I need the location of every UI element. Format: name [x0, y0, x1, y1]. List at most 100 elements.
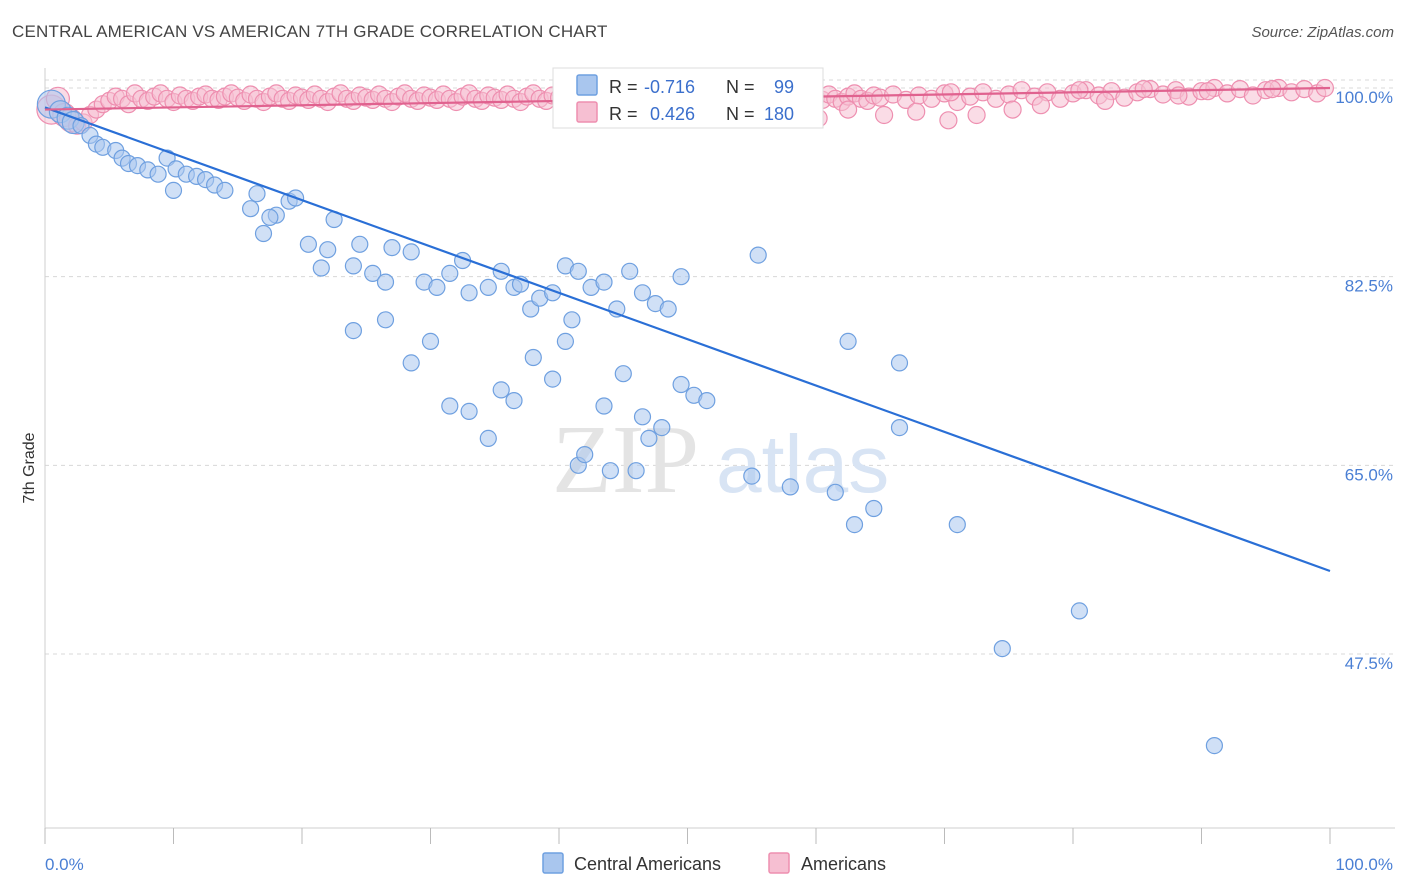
central-american-point	[563, 311, 581, 329]
stats-legend: R = -0.716 N = 99 R = 0.426 N = 180	[552, 67, 824, 129]
central-american-point	[421, 332, 440, 350]
american-point	[939, 111, 958, 130]
central-american-point	[344, 257, 362, 275]
y-tick-label: 100.0%	[1335, 88, 1393, 107]
american-point	[874, 105, 894, 125]
central-american-point	[672, 268, 690, 286]
central-american-point	[576, 446, 594, 464]
central-american-point	[402, 354, 420, 372]
central-american-point	[492, 381, 510, 399]
central-american-point	[460, 402, 478, 420]
central-american-point	[839, 332, 857, 350]
central-american-point	[569, 262, 587, 280]
central-american-point	[428, 278, 446, 296]
central-american-point	[556, 332, 575, 350]
central-american-point	[441, 264, 459, 282]
source-label: Source: ZipAtlas.com	[1251, 24, 1394, 41]
american-point	[941, 83, 961, 102]
x-tick-label: 0.0%	[45, 855, 84, 874]
central-american-point	[672, 375, 690, 394]
central-american-point	[383, 239, 401, 257]
central-american-point	[460, 284, 478, 302]
central-american-point	[659, 300, 677, 318]
central-american-point	[149, 165, 167, 183]
stats-r-value-pink: 0.426	[650, 104, 695, 124]
central-american-point	[299, 235, 317, 253]
central-american-point	[344, 322, 362, 340]
central-american-point	[351, 235, 369, 253]
central-american-point	[364, 264, 382, 282]
american-point	[1031, 96, 1051, 115]
watermark-atlas: atlas	[716, 419, 889, 510]
central-american-point	[595, 397, 613, 415]
central-american-point	[890, 419, 909, 437]
central-american-point	[441, 397, 459, 415]
central-american-point	[948, 515, 966, 534]
central-american-point	[402, 243, 420, 261]
american-point	[1070, 81, 1089, 100]
central-american-point	[376, 273, 395, 291]
central-americans-points	[36, 89, 1224, 755]
central-american-point	[614, 365, 632, 383]
central-american-point	[698, 392, 716, 410]
stats-r-label-pink: R =	[609, 104, 638, 124]
legend-swatch-central-americans	[542, 852, 564, 874]
stats-n-value-blue: 99	[774, 77, 794, 97]
central-american-point	[633, 284, 652, 302]
central-american-point	[216, 181, 234, 199]
central-american-point	[248, 185, 266, 203]
american-point	[967, 105, 986, 125]
stats-n-label-blue: N =	[726, 77, 755, 97]
y-axis-label: 7th Grade	[21, 432, 38, 503]
central-american-point	[826, 483, 844, 501]
central-american-point	[261, 208, 279, 226]
central-american-point	[621, 262, 639, 280]
stats-legend-frame	[552, 67, 824, 129]
stats-r-label-blue: R =	[609, 77, 638, 97]
y-tick-label: 82.5%	[1345, 277, 1393, 296]
central-american-point	[312, 259, 330, 277]
series-legend: Central Americans Americans	[542, 852, 886, 874]
stats-legend-swatch-pink	[576, 101, 598, 123]
american-point	[838, 100, 858, 119]
grid-layer	[45, 79, 1395, 655]
central-american-point	[640, 429, 658, 447]
central-american-point	[376, 311, 395, 329]
x-tick-label: 100.0%	[1335, 855, 1393, 874]
stats-r-value-blue: -0.716	[644, 77, 695, 97]
central-american-point	[627, 462, 645, 480]
american-point	[1134, 79, 1153, 99]
central-american-point	[479, 278, 497, 296]
central-american-point	[543, 370, 562, 388]
stats-n-label-pink: N =	[726, 104, 755, 124]
central-american-point	[865, 499, 883, 518]
legend-label-central-americans: Central Americans	[574, 854, 721, 874]
central-american-point	[164, 181, 183, 199]
axes-layer	[44, 68, 1395, 844]
american-point	[1003, 100, 1022, 119]
legend-label-americans: Americans	[801, 854, 886, 874]
central-american-point	[749, 246, 767, 264]
legend-swatch-americans	[768, 852, 790, 874]
y-tick-label: 65.0%	[1345, 465, 1393, 484]
central-american-point	[743, 467, 761, 485]
stats-n-value-pink: 180	[764, 104, 794, 124]
central-american-point	[479, 429, 497, 447]
central-american-point	[845, 515, 864, 534]
central-american-point	[781, 478, 799, 496]
central-american-point	[1205, 736, 1224, 755]
stats-legend-swatch-blue	[576, 74, 598, 96]
american-point	[1095, 91, 1115, 111]
central-american-point	[993, 639, 1011, 658]
y-tick-label: 47.5%	[1345, 654, 1393, 673]
american-point	[907, 102, 926, 121]
central-american-point	[633, 408, 652, 426]
central-american-point	[1070, 602, 1089, 620]
chart-title: CENTRAL AMERICAN VS AMERICAN 7TH GRADE C…	[12, 22, 608, 41]
central-american-point	[242, 200, 260, 218]
central-american-point	[524, 348, 542, 367]
central-american-point	[505, 392, 523, 410]
central-american-point	[595, 273, 613, 291]
central-american-point	[653, 419, 671, 437]
